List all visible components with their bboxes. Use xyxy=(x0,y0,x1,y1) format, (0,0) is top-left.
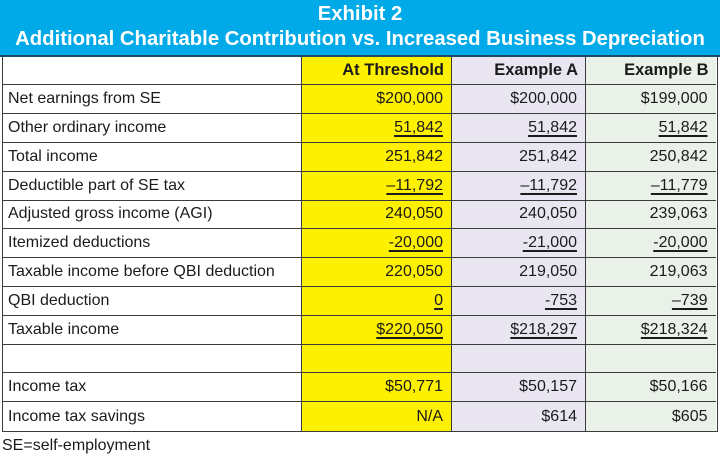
value-cell-at-threshold: 220,050 xyxy=(302,258,452,287)
value-text: 219,050 xyxy=(519,263,577,281)
value-text: –11,779 xyxy=(650,176,708,194)
value-text: N/A xyxy=(416,407,443,425)
row-label: Other ordinary income xyxy=(3,114,302,143)
row-label: Total income xyxy=(3,142,302,172)
value-cell-example-a: 219,050 xyxy=(452,258,586,287)
column-header-at-threshold: At Threshold xyxy=(302,56,452,86)
value-cell-example-a: -21,000 xyxy=(452,229,586,259)
value-cell-example-b xyxy=(586,344,716,374)
row-label: Income tax savings xyxy=(3,402,302,431)
value-text: $50,771 xyxy=(385,378,443,396)
value-text: $218,297 xyxy=(510,320,577,338)
column-header-example-b: Example B xyxy=(586,56,716,86)
value-cell-at-threshold: 251,842 xyxy=(302,142,452,172)
value-cell-example-b: $218,324 xyxy=(586,315,716,345)
value-text: -753 xyxy=(544,291,577,309)
value-cell-at-threshold: 240,050 xyxy=(302,200,452,230)
value-cell-at-threshold: $220,050 xyxy=(302,315,452,345)
row-label: Income tax xyxy=(3,373,302,403)
value-cell-at-threshold: 51,842 xyxy=(302,114,452,143)
value-cell-at-threshold: $200,000 xyxy=(302,85,452,115)
value-text: –11,792 xyxy=(520,176,577,194)
value-text: 251,842 xyxy=(385,147,443,165)
value-cell-example-a: 240,050 xyxy=(452,200,586,230)
value-cell-example-b: $50,166 xyxy=(586,373,716,403)
value-cell-at-threshold: 0 xyxy=(302,286,452,316)
value-text: 0 xyxy=(434,291,443,309)
value-text: 219,063 xyxy=(649,263,708,281)
value-cell-example-a: $218,297 xyxy=(452,315,586,345)
value-cell-at-threshold: N/A xyxy=(302,402,452,431)
value-cell-example-b: $605 xyxy=(586,402,716,431)
exhibit-table: At Threshold Example A Example B Net earnin… xyxy=(2,56,718,432)
value-cell-example-b: –11,779 xyxy=(586,171,716,201)
value-cell-at-threshold: -20,000 xyxy=(302,229,452,259)
value-text: 220,050 xyxy=(385,263,443,281)
value-text: –739 xyxy=(671,291,708,309)
value-text: $199,000 xyxy=(640,90,708,108)
exhibit-subtitle: Additional Charitable Contribution vs. I… xyxy=(15,27,705,50)
value-cell-example-b: 51,842 xyxy=(586,114,716,143)
row-label: Net earnings from SE xyxy=(3,85,302,115)
footnote: SE=self-employment xyxy=(2,436,151,454)
value-cell-example-a: 251,842 xyxy=(452,142,586,172)
value-text: 51,842 xyxy=(528,119,577,137)
value-text: -20,000 xyxy=(653,234,708,252)
row-label: Taxable income before QBI deduction xyxy=(3,258,302,287)
value-cell-at-threshold: $50,771 xyxy=(302,373,452,403)
row-label: Deductible part of SE tax xyxy=(3,171,302,201)
value-text: –11,792 xyxy=(386,176,443,194)
value-cell-example-a: -753 xyxy=(452,286,586,316)
row-label xyxy=(3,344,302,374)
column-header-example-a: Example A xyxy=(452,56,586,86)
value-text: 51,842 xyxy=(394,119,443,137)
value-text: $50,157 xyxy=(519,378,577,396)
row-label: Taxable income xyxy=(3,315,302,345)
value-text: 239,063 xyxy=(649,205,708,223)
value-cell-example-b: 250,842 xyxy=(586,142,716,172)
value-cell-example-a: –11,792 xyxy=(452,171,586,201)
value-cell-example-a: $50,157 xyxy=(452,373,586,403)
value-cell-at-threshold xyxy=(302,344,452,374)
value-text: 251,842 xyxy=(519,147,577,165)
row-label: QBI deduction xyxy=(3,286,302,316)
value-text: 250,842 xyxy=(649,147,708,165)
value-cell-example-b: -20,000 xyxy=(586,229,716,259)
value-text: 240,050 xyxy=(519,205,577,223)
value-text: -20,000 xyxy=(388,234,443,252)
value-cell-example-b: –739 xyxy=(586,286,716,316)
value-text: $218,324 xyxy=(640,320,708,338)
exhibit-title: Exhibit 2 xyxy=(317,2,403,25)
value-text: $200,000 xyxy=(510,90,577,108)
value-text: $614 xyxy=(541,407,577,425)
row-label: Itemized deductions xyxy=(3,229,302,259)
value-cell-example-a xyxy=(452,344,586,374)
value-text: 51,842 xyxy=(658,119,708,137)
value-cell-example-a: 51,842 xyxy=(452,114,586,143)
value-cell-example-b: 239,063 xyxy=(586,200,716,230)
value-cell-example-a: $614 xyxy=(452,402,586,431)
row-label: Adjusted gross income (AGI) xyxy=(3,200,302,230)
value-cell-at-threshold: –11,792 xyxy=(302,171,452,201)
value-text: -21,000 xyxy=(522,234,577,252)
value-text: $220,050 xyxy=(376,320,443,338)
header-blank xyxy=(3,56,302,86)
value-cell-example-a: $200,000 xyxy=(452,85,586,115)
value-cell-example-b: $199,000 xyxy=(586,85,716,115)
value-text: $605 xyxy=(671,407,708,425)
value-text: $200,000 xyxy=(376,90,443,108)
value-cell-example-b: 219,063 xyxy=(586,258,716,287)
exhibit-banner: Exhibit 2 Additional Charitable Contribu… xyxy=(0,0,720,57)
value-text: $50,166 xyxy=(649,378,708,396)
value-text: 240,050 xyxy=(385,205,443,223)
